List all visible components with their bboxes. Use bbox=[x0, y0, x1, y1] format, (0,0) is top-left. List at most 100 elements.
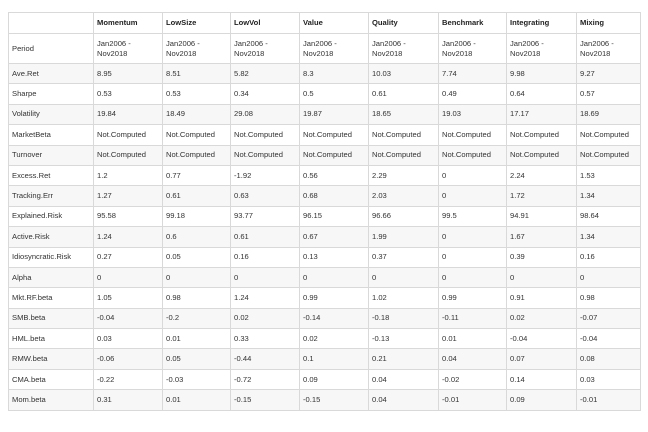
period-cell: Jan2006 - Nov2018 bbox=[230, 33, 300, 64]
row-label: Explained.Risk bbox=[8, 205, 94, 228]
table-cell: 0.31 bbox=[93, 389, 163, 411]
table-cell: 0.61 bbox=[162, 185, 231, 207]
table-row: Alpha 0 0 0 0 0 0 0 0 bbox=[8, 266, 641, 289]
table-cell: 0.53 bbox=[162, 83, 231, 105]
table-cell: Not.Computed bbox=[506, 124, 577, 146]
table-cell: 0.16 bbox=[230, 246, 300, 268]
table-cell: Not.Computed bbox=[93, 144, 163, 166]
period-start: Jan2006 - bbox=[372, 38, 406, 48]
row-label: Alpha bbox=[8, 266, 94, 289]
period-end: Nov2018 bbox=[580, 48, 611, 58]
period-cell: Jan2006 - Nov2018 bbox=[438, 33, 507, 64]
table-cell: 0 bbox=[438, 164, 507, 187]
table-cell: 9.98 bbox=[506, 62, 577, 85]
column-header-integrating: Integrating bbox=[506, 12, 577, 34]
table-cell: 0 bbox=[162, 266, 231, 289]
table-cell: 0.67 bbox=[299, 226, 369, 248]
table-cell: -0.03 bbox=[162, 368, 231, 391]
row-label: Mom.beta bbox=[8, 389, 94, 411]
table-row: CMA.beta -0.22 -0.03 -0.72 0.09 0.04 -0.02 0.14… bbox=[8, 368, 641, 391]
table-cell: 2.24 bbox=[506, 164, 577, 187]
table-cell: 0.04 bbox=[368, 368, 439, 391]
table-cell: Not.Computed bbox=[368, 144, 439, 166]
table-row: Ave.Ret 8.95 8.51 5.82 8.3 10.03 7.74 9.98 9.27 bbox=[8, 62, 641, 85]
period-cell: Jan2006 - Nov2018 bbox=[576, 33, 641, 64]
table-cell: -0.01 bbox=[576, 389, 641, 411]
table-cell: 1.27 bbox=[93, 185, 163, 207]
table-cell: 8.95 bbox=[93, 62, 163, 85]
row-label: Turnover bbox=[8, 144, 94, 166]
table-cell: 0.68 bbox=[299, 185, 369, 207]
table-cell: 0.03 bbox=[93, 328, 163, 350]
table-cell: 0.33 bbox=[230, 328, 300, 350]
period-cell: Jan2006 - Nov2018 bbox=[93, 33, 163, 64]
table-cell: 0.21 bbox=[368, 348, 439, 370]
column-header-value: Value bbox=[299, 12, 369, 34]
table-cell: 95.58 bbox=[93, 205, 163, 228]
period-cell: Jan2006 - Nov2018 bbox=[506, 33, 577, 64]
table-cell: Not.Computed bbox=[230, 144, 300, 166]
row-label: Active.Risk bbox=[8, 226, 94, 248]
table-cell: -0.11 bbox=[438, 307, 507, 330]
table-cell: 1.53 bbox=[576, 164, 641, 187]
table-cell: 19.03 bbox=[438, 103, 507, 126]
table-cell: 0.05 bbox=[162, 348, 231, 370]
row-label: Period bbox=[8, 33, 94, 64]
period-end: Nov2018 bbox=[97, 48, 128, 58]
table-row: Idiosyncratic.Risk 0.27 0.05 0.16 0.13 0.37 0 0… bbox=[8, 246, 641, 268]
table-cell: 1.24 bbox=[93, 226, 163, 248]
table-cell: -1.92 bbox=[230, 164, 300, 187]
table-cell: 0.09 bbox=[506, 389, 577, 411]
table-row: Turnover Not.Computed Not.Computed Not.Comp… bbox=[8, 144, 641, 166]
period-start: Jan2006 - bbox=[442, 38, 476, 48]
table-cell: -0.06 bbox=[93, 348, 163, 370]
table-cell: 0.5 bbox=[299, 83, 369, 105]
table-cell: 18.65 bbox=[368, 103, 439, 126]
corner-cell bbox=[8, 12, 94, 34]
table-cell: 0.77 bbox=[162, 164, 231, 187]
row-label: Mkt.RF.beta bbox=[8, 287, 94, 309]
table-cell: 0.39 bbox=[506, 246, 577, 268]
table-cell: -0.15 bbox=[299, 389, 369, 411]
table-cell: 0.02 bbox=[299, 328, 369, 350]
period-start: Jan2006 - bbox=[510, 38, 544, 48]
table-cell: 0 bbox=[438, 185, 507, 207]
table-body: Period Jan2006 - Nov2018 Jan2006 - Nov2018… bbox=[8, 33, 641, 411]
period-end: Nov2018 bbox=[234, 48, 265, 58]
table-cell: 0.13 bbox=[299, 246, 369, 268]
table-cell: 0.37 bbox=[368, 246, 439, 268]
table-cell: 0.14 bbox=[506, 368, 577, 391]
table-cell: -0.13 bbox=[368, 328, 439, 350]
table-cell: 9.27 bbox=[576, 62, 641, 85]
period-start: Jan2006 - bbox=[234, 38, 268, 48]
table-cell: -0.04 bbox=[506, 328, 577, 350]
table-cell: 19.87 bbox=[299, 103, 369, 126]
table-cell: 0.64 bbox=[506, 83, 577, 105]
table-cell: 0.08 bbox=[576, 348, 641, 370]
table-cell: Not.Computed bbox=[438, 144, 507, 166]
period-end: Nov2018 bbox=[442, 48, 473, 58]
table-cell: 0 bbox=[368, 266, 439, 289]
table-cell: 0.02 bbox=[506, 307, 577, 330]
table-cell: 1.2 bbox=[93, 164, 163, 187]
table-row: HML.beta 0.03 0.01 0.33 0.02 -0.13 0.01 -0.04 -0… bbox=[8, 328, 641, 350]
table-cell: -0.18 bbox=[368, 307, 439, 330]
table-cell: Not.Computed bbox=[230, 124, 300, 146]
table-cell: 0.04 bbox=[438, 348, 507, 370]
row-label: Sharpe bbox=[8, 83, 94, 105]
table-cell: 0.04 bbox=[368, 389, 439, 411]
stats-table-container: Momentum LowSize LowVol Value Quality Be… bbox=[8, 12, 641, 411]
table-cell: 5.82 bbox=[230, 62, 300, 85]
row-label: SMB.beta bbox=[8, 307, 94, 330]
table-cell: 0.98 bbox=[162, 287, 231, 309]
row-label: Volatility bbox=[8, 103, 94, 126]
table-cell: 8.3 bbox=[299, 62, 369, 85]
table-cell: 1.24 bbox=[230, 287, 300, 309]
table-cell: Not.Computed bbox=[162, 124, 231, 146]
table-cell: 0.07 bbox=[506, 348, 577, 370]
table-cell: 0.01 bbox=[162, 389, 231, 411]
table-cell: Not.Computed bbox=[438, 124, 507, 146]
table-cell: 0 bbox=[299, 266, 369, 289]
table-row: Sharpe 0.53 0.53 0.34 0.5 0.61 0.49 0.64 0.57 bbox=[8, 83, 641, 105]
row-label: Tracking.Err bbox=[8, 185, 94, 207]
